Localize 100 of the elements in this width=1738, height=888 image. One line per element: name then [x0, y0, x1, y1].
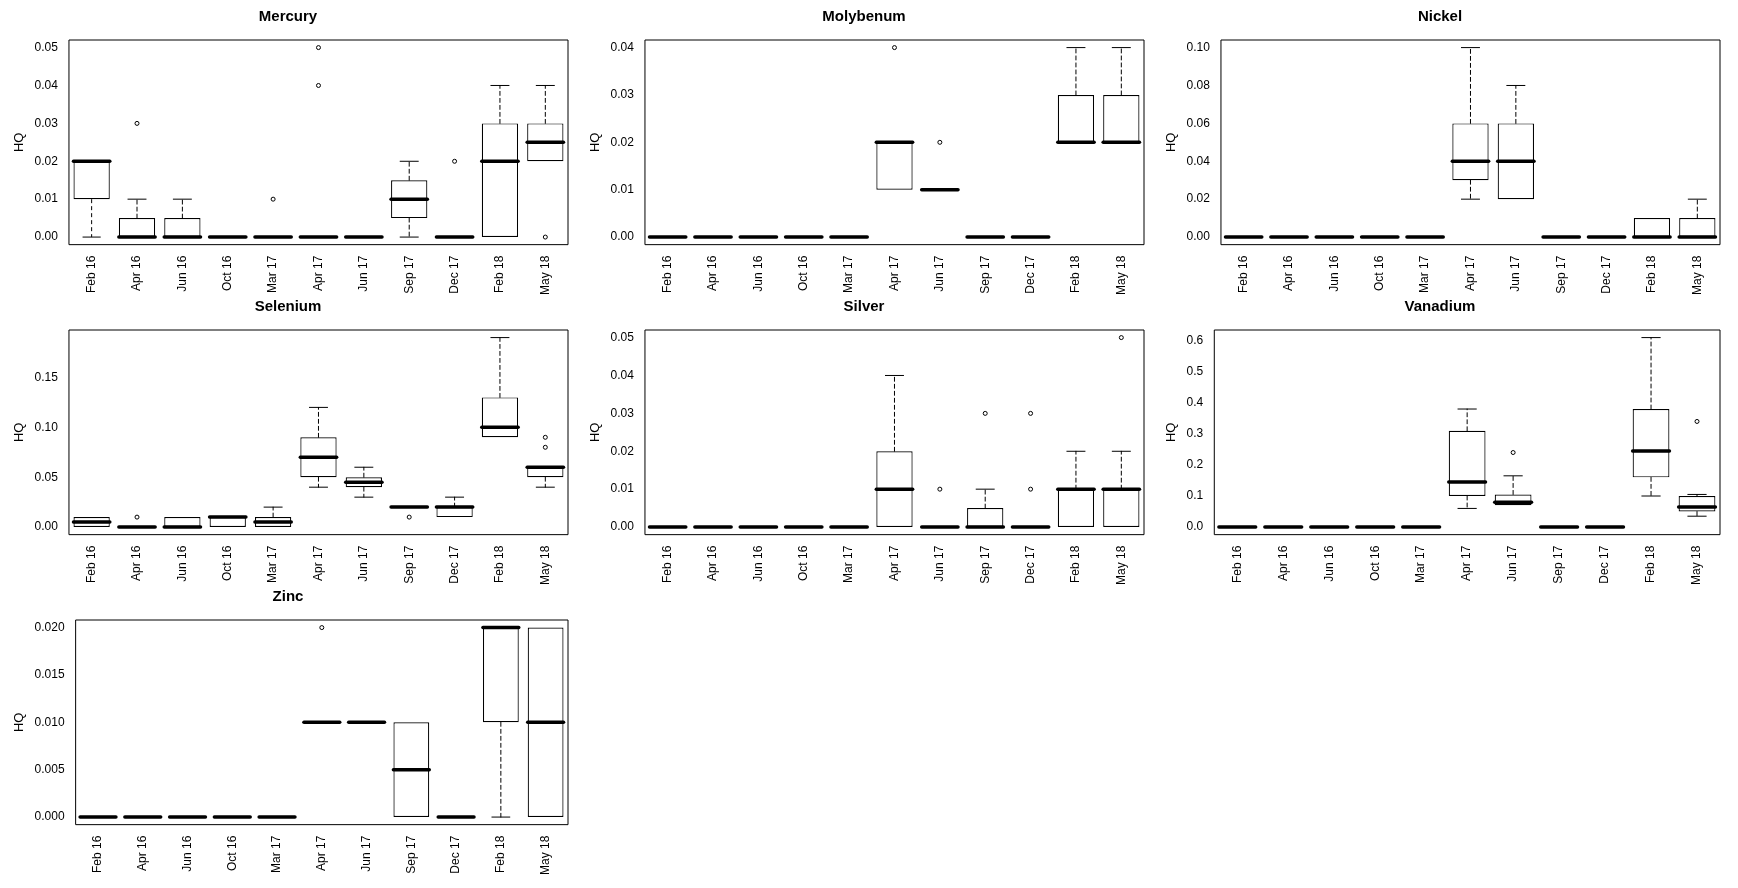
x-tick-label: Feb 18	[492, 255, 507, 294]
x-tick-label: Apr 17	[1459, 545, 1474, 582]
x-tick-label: Oct 16	[224, 835, 239, 872]
x-tick-label: Jun 16	[750, 545, 765, 582]
y-tick-label: 0.05	[34, 39, 59, 54]
x-tick-label: Dec 17	[446, 255, 461, 294]
x-tick-label: Oct 16	[796, 255, 811, 292]
x-tick-label: Oct 16	[796, 545, 811, 582]
x-tick-label: Sep 17	[1553, 255, 1568, 294]
x-tick-label: Jun 16	[750, 255, 765, 292]
y-tick-label: 0.015	[34, 667, 65, 682]
chart-title: Nickel	[1417, 7, 1463, 25]
x-tick-label: Mar 17	[269, 835, 284, 874]
x-tick-label: Sep 17	[403, 835, 418, 874]
y-tick-label: 0.04	[610, 39, 635, 54]
x-tick-label: May 18	[537, 545, 552, 586]
y-tick-label: 0.02	[34, 153, 59, 168]
x-tick-label: Jun 17	[1508, 255, 1523, 292]
y-tick-label: 0.1	[1186, 488, 1204, 503]
x-tick-label: Feb 16	[83, 545, 98, 584]
x-tick-label: May 18	[537, 835, 552, 876]
y-tick-label: 0.04	[610, 367, 635, 382]
y-tick-label: 0.4	[1186, 395, 1204, 410]
x-tick-label: May 18	[1689, 255, 1704, 296]
x-tick-label: Feb 18	[492, 545, 507, 584]
y-axis-title: HQ	[11, 712, 27, 733]
x-tick-label: Jun 17	[356, 255, 371, 292]
x-tick-label: Jun 17	[356, 545, 371, 582]
y-tick-label: 0.00	[34, 519, 59, 534]
x-tick-label: Mar 17	[1413, 545, 1428, 584]
x-tick-label: Jun 17	[1505, 545, 1520, 582]
y-tick-label: 0.6	[1186, 333, 1204, 347]
x-tick-label: Apr 16	[705, 255, 720, 292]
x-tick-label: Jun 16	[174, 255, 189, 292]
x-tick-label: Dec 17	[1022, 255, 1037, 294]
x-tick-label: May 18	[1113, 255, 1128, 296]
x-tick-label: Dec 17	[1597, 545, 1612, 584]
y-axis-title: HQ	[1163, 132, 1179, 153]
y-tick-label: 0.05	[34, 469, 59, 484]
x-tick-label: Jun 17	[932, 545, 947, 582]
x-tick-label: Feb 16	[659, 545, 674, 584]
y-axis-title: HQ	[587, 422, 603, 443]
x-tick-label: Oct 16	[1367, 545, 1382, 582]
y-axis-title: HQ	[11, 422, 27, 443]
x-tick-label: Feb 18	[1643, 545, 1658, 584]
y-tick-label: 0.2	[1186, 457, 1204, 472]
x-tick-label: Oct 16	[220, 255, 235, 292]
x-tick-label: May 18	[1113, 545, 1128, 586]
y-tick-label: 0.02	[1186, 191, 1211, 206]
x-tick-label: Apr 16	[129, 545, 144, 582]
x-tick-label: Dec 17	[448, 835, 463, 874]
x-tick-label: Oct 16	[220, 545, 235, 582]
x-tick-label: Dec 17	[446, 545, 461, 584]
x-tick-label: Feb 18	[493, 835, 508, 874]
x-tick-label: Apr 16	[129, 255, 144, 292]
x-tick-label: Jun 16	[1321, 545, 1336, 582]
chart-title: Vanadium	[1404, 297, 1476, 315]
x-tick-label: Jun 17	[932, 255, 947, 292]
chart-title: Silver	[843, 297, 885, 315]
y-axis-title: HQ	[1163, 422, 1179, 443]
x-tick-label: Apr 17	[1462, 255, 1477, 292]
y-tick-label: 0.03	[610, 87, 635, 102]
x-tick-label: Dec 17	[1022, 545, 1037, 584]
y-tick-label: 0.08	[1186, 77, 1211, 92]
x-tick-label: Mar 17	[841, 545, 856, 584]
x-tick-label: Apr 17	[314, 835, 329, 872]
x-tick-label: Apr 17	[886, 255, 901, 292]
x-tick-label: Apr 17	[310, 255, 325, 292]
y-tick-label: 0.04	[1186, 153, 1211, 168]
x-tick-label: Mar 17	[265, 545, 280, 584]
y-tick-label: 0.000	[34, 809, 65, 824]
x-tick-label: Apr 16	[705, 545, 720, 582]
x-tick-label: Sep 17	[401, 545, 416, 584]
y-axis-title: HQ	[11, 132, 27, 153]
chart-title: Mercury	[258, 7, 318, 25]
y-tick-label: 0.01	[610, 481, 635, 496]
y-tick-label: 0.03	[610, 405, 635, 420]
y-tick-label: 0.00	[610, 229, 635, 244]
chart-title: Zinc	[272, 587, 304, 605]
y-tick-label: 0.06	[1186, 115, 1211, 130]
x-tick-label: Apr 16	[1275, 545, 1290, 582]
y-tick-label: 0.010	[34, 714, 65, 729]
x-tick-label: Feb 16	[659, 255, 674, 294]
y-tick-label: 0.01	[610, 182, 635, 197]
x-tick-label: Dec 17	[1598, 255, 1613, 294]
x-tick-label: Jun 16	[1326, 255, 1341, 292]
x-tick-label: Feb 18	[1068, 255, 1083, 294]
x-tick-label: Jun 16	[179, 835, 194, 872]
x-tick-label: May 18	[537, 255, 552, 296]
x-tick-label: Oct 16	[1372, 255, 1387, 292]
x-tick-label: Apr 16	[135, 835, 150, 872]
y-tick-label: 0.05	[610, 329, 635, 344]
x-tick-label: Feb 16	[1229, 545, 1244, 584]
x-tick-label: Apr 16	[1281, 255, 1296, 292]
x-tick-label: Mar 17	[1417, 255, 1432, 294]
x-tick-label: Feb 16	[1235, 255, 1250, 294]
y-tick-label: 0.01	[34, 191, 59, 206]
x-tick-label: Feb 18	[1644, 255, 1659, 294]
y-tick-label: 0.10	[34, 419, 59, 434]
y-tick-label: 0.5	[1186, 364, 1204, 379]
